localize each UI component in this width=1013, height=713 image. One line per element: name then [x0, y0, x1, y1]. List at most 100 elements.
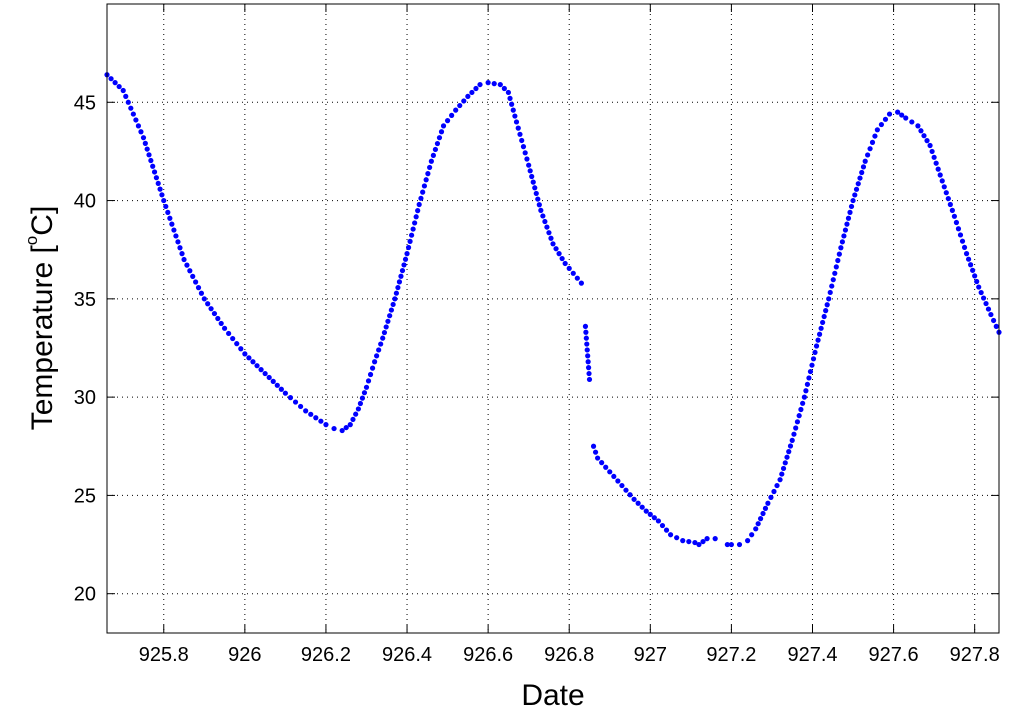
- data-point: [583, 335, 589, 341]
- data-point: [420, 189, 426, 195]
- data-point: [339, 427, 345, 434]
- data-point: [415, 208, 421, 214]
- data-point: [461, 98, 467, 104]
- data-point: [533, 190, 539, 197]
- data-point: [298, 403, 304, 410]
- data-point: [187, 268, 193, 274]
- data-point: [138, 129, 144, 135]
- data-point: [651, 515, 657, 521]
- data-point: [238, 346, 244, 352]
- data-point: [882, 116, 889, 122]
- data-point: [201, 296, 207, 302]
- data-point: [899, 112, 905, 118]
- data-point: [392, 296, 398, 302]
- data-point: [376, 347, 382, 353]
- data-point: [308, 411, 314, 417]
- data-point: [791, 431, 797, 437]
- x-tick-label: 927.8: [950, 644, 1000, 666]
- axis-ticks: [107, 4, 999, 633]
- data-point: [108, 76, 114, 82]
- data-point: [226, 330, 232, 337]
- data-point: [724, 541, 730, 548]
- data-point: [536, 202, 542, 208]
- data-point: [865, 152, 871, 158]
- data-point: [171, 227, 177, 233]
- data-point: [796, 413, 802, 419]
- data-point: [774, 482, 780, 489]
- y-tick-label: 25: [74, 485, 96, 507]
- x-tick-label: 926.8: [544, 644, 594, 666]
- data-point: [945, 195, 951, 202]
- data-point: [848, 203, 855, 210]
- data-point: [161, 197, 167, 204]
- data-point: [399, 267, 406, 274]
- x-tick-label: 925.8: [139, 644, 189, 666]
- data-point: [599, 460, 605, 466]
- data-point: [151, 169, 158, 175]
- data-point: [491, 81, 497, 87]
- data-point: [218, 320, 224, 327]
- data-point: [755, 521, 761, 527]
- data-point: [929, 148, 935, 155]
- data-point: [527, 168, 533, 174]
- data-point: [803, 388, 809, 394]
- data-point: [847, 209, 853, 215]
- data-point: [410, 226, 416, 232]
- data-point: [303, 408, 309, 414]
- data-point: [830, 277, 836, 283]
- data-point: [150, 163, 156, 169]
- data-point: [163, 203, 169, 210]
- data-point: [961, 244, 968, 251]
- data-point: [663, 527, 670, 533]
- data-point: [359, 395, 366, 401]
- data-point: [380, 335, 386, 341]
- data-point: [404, 251, 410, 257]
- data-point: [818, 325, 824, 331]
- data-point: [824, 302, 830, 308]
- data-point: [390, 301, 396, 308]
- data-point: [809, 362, 815, 368]
- x-tick-label: 927.4: [787, 644, 837, 666]
- data-point: [208, 306, 214, 312]
- data-point: [667, 532, 674, 538]
- data-point: [839, 239, 845, 245]
- data-point: [175, 239, 181, 245]
- data-point: [582, 323, 589, 329]
- data-point: [801, 394, 807, 400]
- data-point: [234, 341, 240, 347]
- data-point: [816, 331, 823, 337]
- data-point: [423, 177, 429, 183]
- y-tick-label: 45: [74, 92, 96, 114]
- data-point: [453, 107, 459, 113]
- data-point: [941, 184, 947, 190]
- data-point: [477, 81, 483, 88]
- data-point: [635, 500, 641, 506]
- data-point: [983, 300, 989, 307]
- data-point: [765, 500, 771, 506]
- data-point: [254, 363, 260, 369]
- data-point: [852, 192, 858, 198]
- data-point: [469, 89, 475, 96]
- data-point: [820, 319, 826, 326]
- data-point: [428, 158, 434, 164]
- data-point: [771, 488, 777, 495]
- data-point: [385, 318, 391, 324]
- data-point: [401, 262, 407, 268]
- data-point: [262, 370, 268, 377]
- data-point: [287, 395, 294, 401]
- data-point: [444, 118, 451, 124]
- data-point: [510, 107, 516, 113]
- x-tick-label: 927.2: [706, 644, 756, 666]
- data-point: [357, 400, 364, 407]
- data-point: [266, 374, 272, 381]
- data-point: [544, 224, 550, 230]
- data-point: [949, 207, 955, 213]
- data-point: [250, 359, 256, 365]
- data-point: [532, 185, 538, 191]
- data-point: [396, 279, 403, 285]
- x-tick-label: 927.6: [869, 644, 919, 666]
- data-point: [804, 381, 811, 387]
- data-point: [343, 424, 349, 431]
- y-tick-label: 40: [74, 191, 96, 213]
- data-point: [953, 219, 960, 226]
